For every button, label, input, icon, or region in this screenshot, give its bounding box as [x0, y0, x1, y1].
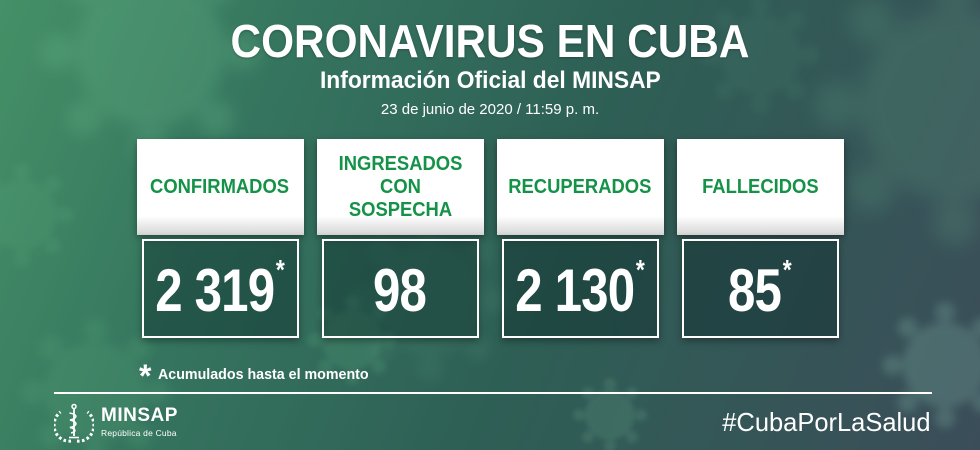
page-title: CORONAVIRUS EN CUBA: [230, 15, 750, 67]
asterisk-mark: *: [635, 254, 645, 285]
stat-value: 2 319*: [155, 256, 285, 321]
subtitle-text: Información Oficial del MINSAP: [319, 67, 661, 94]
stat-label: CONFIRMADOS: [136, 139, 304, 235]
stat-label-text: CONFIRMADOS: [150, 175, 290, 198]
asterisk-mark: *: [275, 254, 285, 285]
stat-card-confirmados: CONFIRMADOS 2 319*: [136, 139, 304, 338]
footnote: * Acumulados hasta el momento: [139, 358, 380, 395]
brand-text: MINSAP República de Cuba: [101, 406, 178, 438]
stat-value: 98: [373, 256, 428, 321]
org-subtitle: República de Cuba: [101, 428, 177, 438]
stat-label: FALLECIDOS: [676, 139, 844, 235]
stat-number: 85: [728, 257, 782, 324]
org-name: MINSAP: [101, 405, 178, 426]
stat-label-text: FALLECIDOS: [701, 175, 819, 198]
stat-card-fallecidos: FALLECIDOS 85*: [676, 139, 844, 338]
caduceus-wreath-icon: [54, 403, 94, 443]
stat-value: 2 130*: [515, 256, 645, 321]
stat-value: 85*: [728, 256, 792, 321]
asterisk-mark: *: [782, 254, 792, 285]
stat-label: INGRESADOS CON SOSPECHA: [316, 139, 484, 235]
stat-number: 98: [372, 257, 427, 324]
footnote-asterisk: *: [139, 358, 152, 394]
footer: MINSAP República de Cuba #CubaPorLaSalud: [54, 398, 930, 446]
stat-label-text: INGRESADOS CON SOSPECHA: [338, 152, 462, 221]
subtitle: Información Oficial del MINSAP: [0, 67, 980, 95]
stat-card-ingresados: INGRESADOS CON SOSPECHA 98: [316, 139, 484, 338]
stat-value-box: 2 130*: [501, 239, 659, 338]
stat-number: 2 319: [155, 257, 275, 324]
header: CORONAVIRUS EN CUBA Información Oficial …: [0, 18, 980, 118]
stat-label: RECUPERADOS: [496, 139, 664, 235]
stat-value-box: 98: [321, 239, 479, 338]
stats-row: CONFIRMADOS 2 319* INGRESADOS CON SOSPEC…: [0, 139, 980, 338]
stat-label-text: RECUPERADOS: [508, 175, 652, 198]
stat-number: 2 130: [515, 257, 635, 324]
stat-card-recuperados: RECUPERADOS 2 130*: [496, 139, 664, 338]
campaign-hashtag: #CubaPorLaSalud: [721, 406, 930, 437]
footnote-text: Acumulados hasta el momento: [158, 366, 370, 383]
footer-divider: [54, 392, 932, 394]
stat-value-box: 2 319*: [141, 239, 299, 338]
minsap-logo: MINSAP República de Cuba: [54, 400, 178, 444]
stat-value-box: 85*: [681, 239, 839, 338]
report-date: 23 de junio de 2020 / 11:59 p. m.: [380, 101, 600, 118]
